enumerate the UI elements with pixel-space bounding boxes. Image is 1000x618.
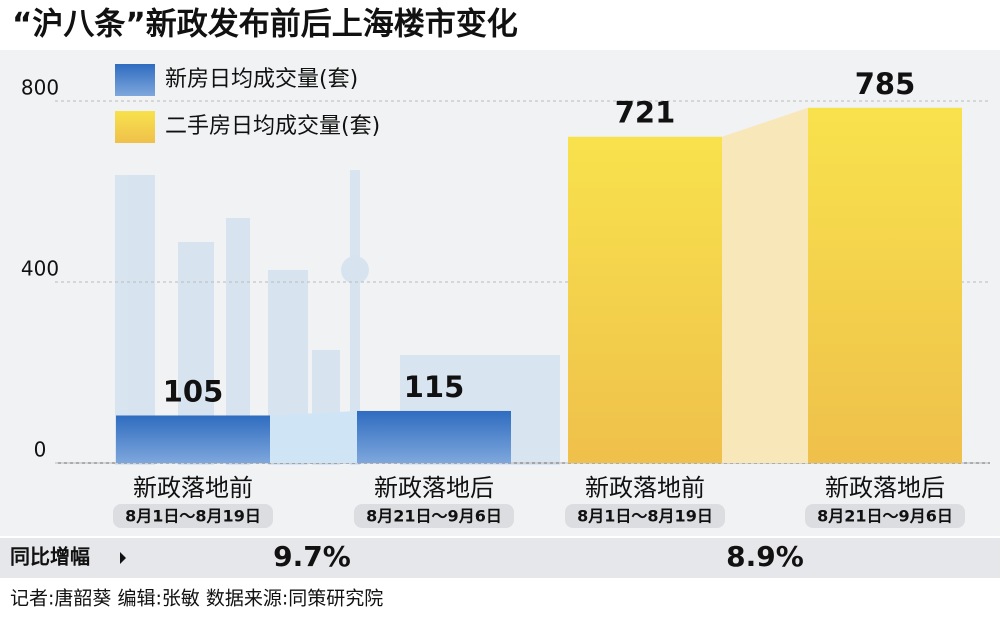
connector bbox=[722, 107, 808, 463]
bar bbox=[568, 136, 722, 463]
value-label: 115 bbox=[404, 370, 465, 404]
credits: 记者:唐韶葵 编辑:张敏 数据来源:同策研究院 bbox=[10, 588, 383, 610]
value-label: 721 bbox=[615, 96, 676, 130]
y-tick-label: 400 bbox=[21, 257, 59, 281]
value-label: 105 bbox=[163, 374, 224, 408]
x-tick-sublabel: 8月21日～9月6日 bbox=[366, 507, 502, 526]
chart-title: “沪八条”新政发布前后上海楼市变化 bbox=[12, 7, 518, 43]
bar bbox=[808, 107, 962, 463]
x-tick-sublabel: 8月1日～8月19日 bbox=[125, 507, 261, 526]
arrow bbox=[120, 552, 126, 564]
date-box bbox=[113, 504, 273, 528]
connector bbox=[270, 410, 357, 463]
x-tick-label: 新政落地前 bbox=[133, 474, 253, 502]
legend-label: 二手房日均成交量(套) bbox=[165, 114, 380, 139]
growth-value: 8.9% bbox=[726, 540, 804, 573]
x-tick-sublabel: 8月1日～8月19日 bbox=[577, 507, 713, 526]
growth-band bbox=[0, 538, 1000, 578]
bar bbox=[116, 415, 270, 463]
bar bbox=[357, 410, 511, 463]
value-label: 785 bbox=[855, 67, 916, 101]
date-box bbox=[565, 504, 725, 528]
growth-label: 同比增幅 bbox=[10, 545, 90, 569]
x-tick-label: 新政落地后 bbox=[374, 474, 494, 502]
legend-swatch bbox=[115, 111, 155, 143]
x-tick-label: 新政落地后 bbox=[825, 474, 945, 502]
legend-swatch bbox=[115, 64, 155, 96]
y-tick-label: 0 bbox=[34, 438, 47, 462]
y-tick-label: 800 bbox=[21, 76, 59, 100]
date-box bbox=[805, 504, 965, 528]
growth-value: 9.7% bbox=[273, 540, 351, 573]
legend-label: 新房日均成交量(套) bbox=[165, 67, 358, 92]
date-box bbox=[354, 504, 514, 528]
x-tick-label: 新政落地前 bbox=[585, 474, 705, 502]
x-tick-sublabel: 8月21日～9月6日 bbox=[817, 507, 953, 526]
